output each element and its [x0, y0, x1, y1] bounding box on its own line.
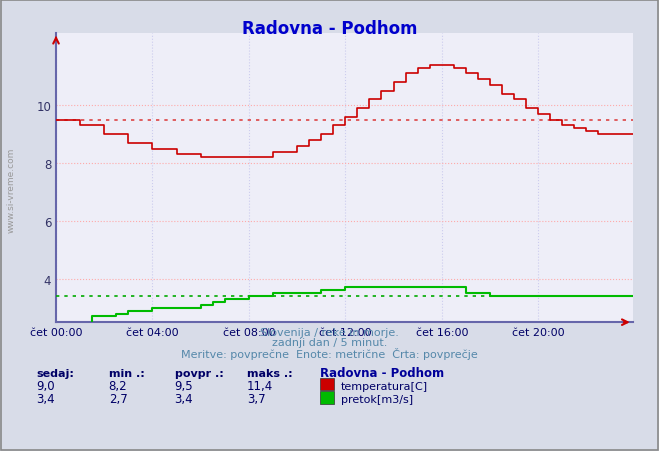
Text: maks .:: maks .: — [247, 368, 293, 378]
Text: 3,4: 3,4 — [175, 392, 193, 405]
Text: zadnji dan / 5 minut.: zadnji dan / 5 minut. — [272, 337, 387, 347]
Text: Radovna - Podhom: Radovna - Podhom — [242, 20, 417, 38]
Text: sedaj:: sedaj: — [36, 368, 74, 378]
Text: povpr .:: povpr .: — [175, 368, 223, 378]
Text: 9,0: 9,0 — [36, 379, 55, 392]
Text: www.si-vreme.com: www.si-vreme.com — [7, 147, 16, 232]
Text: 3,4: 3,4 — [36, 392, 55, 405]
Text: min .:: min .: — [109, 368, 144, 378]
Text: Meritve: povprečne  Enote: metrične  Črta: povprečje: Meritve: povprečne Enote: metrične Črta:… — [181, 348, 478, 360]
Text: Radovna - Podhom: Radovna - Podhom — [320, 367, 444, 380]
Text: pretok[m3/s]: pretok[m3/s] — [341, 394, 413, 404]
Text: Slovenija / reke in morje.: Slovenija / reke in morje. — [260, 327, 399, 337]
Text: 9,5: 9,5 — [175, 379, 193, 392]
Text: 11,4: 11,4 — [247, 379, 273, 392]
Text: 3,7: 3,7 — [247, 392, 266, 405]
Text: 8,2: 8,2 — [109, 379, 127, 392]
Text: 2,7: 2,7 — [109, 392, 127, 405]
Text: temperatura[C]: temperatura[C] — [341, 381, 428, 391]
